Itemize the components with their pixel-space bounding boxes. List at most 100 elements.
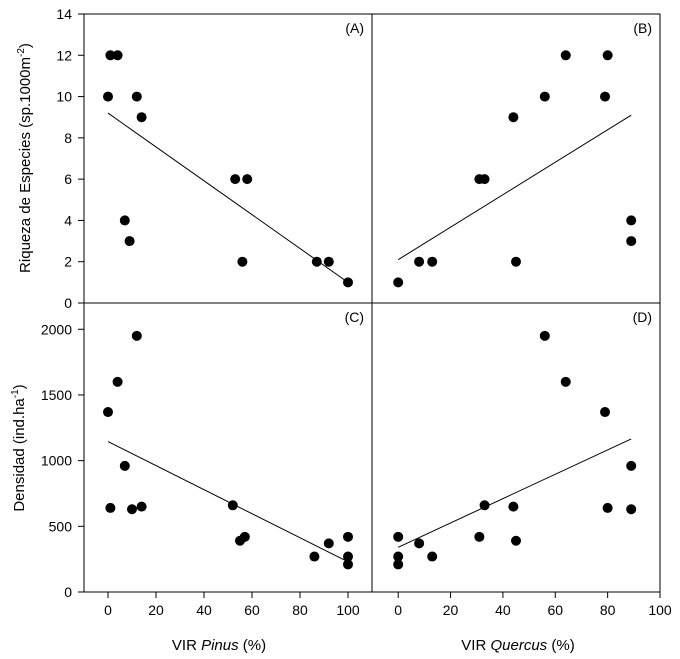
x-axis-title-pinus-italic: Pinus (201, 637, 239, 654)
panel-label: (B) (633, 20, 652, 36)
data-point (414, 538, 425, 549)
panel-2: (B) (371, 13, 661, 304)
x-tick-label: 80 (600, 602, 616, 618)
data-point (237, 256, 248, 267)
regression-line (397, 438, 632, 548)
x-tick-label: 0 (104, 602, 112, 618)
data-point (479, 174, 490, 185)
data-point (602, 50, 613, 61)
data-point (112, 50, 123, 61)
data-point (323, 538, 334, 549)
data-point (343, 277, 353, 288)
data-point (112, 376, 123, 387)
data-point (103, 407, 113, 418)
data-point (626, 236, 637, 247)
data-point (626, 460, 637, 471)
data-point (119, 460, 130, 471)
x-tick-label: 0 (394, 602, 402, 618)
data-point (427, 551, 438, 562)
y-tick-label: 2000 (41, 321, 72, 337)
y-tick-label: 2 (64, 254, 72, 270)
data-point (393, 551, 404, 562)
data-point (136, 501, 147, 512)
regression-line (107, 441, 349, 563)
data-point (323, 256, 334, 267)
data-point (511, 535, 521, 546)
y-axis-title-richness-main: Riqueza de Especies (sp.1000m (17, 57, 34, 273)
data-point (393, 559, 404, 570)
data-point (343, 559, 353, 570)
y-axis-title-density-main: Densidad (ind.ha (11, 398, 28, 512)
x-axis-title-pinus-suffix: (%) (239, 637, 267, 654)
x-tick-label: 100 (336, 602, 360, 618)
panel-label: (D) (633, 309, 652, 325)
x-axis-title-pinus: VIR Pinus (%) (172, 637, 266, 654)
data-point (127, 504, 137, 515)
data-point (539, 330, 550, 341)
x-tick-label: 60 (547, 602, 563, 618)
data-point (479, 500, 490, 511)
y-tick-label: 10 (56, 89, 72, 105)
y-tick-label: 12 (56, 47, 72, 63)
x-tick-label: 100 (648, 602, 672, 618)
data-point (626, 215, 637, 226)
data-point (227, 500, 238, 511)
y-axis-title-density: Densidad (ind.ha-1) (10, 384, 28, 511)
data-point (105, 50, 116, 61)
y-tick-label: 14 (56, 6, 72, 22)
data-point (626, 504, 637, 515)
data-point (508, 112, 519, 123)
data-point (343, 551, 353, 562)
y-axis-title-richness-sup: -2 (16, 48, 27, 57)
panel-label: (A) (345, 20, 364, 36)
data-point (239, 531, 250, 542)
data-point (131, 91, 142, 102)
x-tick-label: 40 (495, 602, 511, 618)
data-point (393, 531, 404, 542)
data-point (311, 256, 322, 267)
data-point (309, 551, 320, 562)
data-point (105, 502, 116, 513)
y-axis-title-density-end: ) (11, 384, 28, 389)
x-tick-label: 40 (196, 602, 212, 618)
data-point (393, 277, 404, 288)
y-axis-title-richness-end: ) (17, 43, 34, 48)
data-point (230, 174, 241, 185)
y-tick-label: 8 (64, 130, 72, 146)
y-tick-label: 500 (49, 518, 73, 534)
y-axis-title-richness: Riqueza de Especies (sp.1000m-2) (16, 43, 34, 273)
x-axis-title-quercus-suffix: (%) (547, 637, 575, 654)
x-tick-label: 60 (244, 602, 260, 618)
data-point (136, 112, 147, 123)
data-point (124, 236, 135, 247)
panel-1: 0 2 4 6 8 10 12 14 (A) (56, 6, 373, 311)
x-axis-title-quercus: VIR Quercus (%) (461, 637, 574, 654)
data-point (539, 91, 550, 102)
data-point (602, 502, 613, 513)
data-point (343, 531, 353, 542)
y-tick-label: 1500 (41, 387, 72, 403)
y-tick-label: 0 (64, 295, 72, 311)
panel-4: 0 20 40 60 80 100 (D) (371, 302, 672, 618)
data-point (600, 407, 611, 418)
y-tick-label: 0 (64, 584, 72, 600)
data-point (560, 376, 571, 387)
x-axis-title-quercus-prefix: VIR (461, 637, 490, 654)
data-point (242, 174, 253, 185)
data-point (600, 91, 611, 102)
data-point (119, 215, 130, 226)
data-point (508, 501, 519, 512)
data-point (131, 330, 142, 341)
y-axis-title-density-sup: -1 (10, 389, 21, 398)
panel-3: 0 500 1000 1500 2000 0 20 40 60 80 100 (C) (41, 302, 373, 618)
panel-frame (83, 302, 373, 593)
data-point (414, 256, 425, 267)
y-tick-label: 4 (64, 212, 72, 228)
regression-line (107, 112, 349, 283)
regression-line (397, 114, 632, 261)
data-point (474, 531, 485, 542)
x-axis-title-pinus-prefix: VIR (172, 637, 201, 654)
panel-label: (C) (345, 309, 364, 325)
x-tick-label: 20 (443, 602, 459, 618)
